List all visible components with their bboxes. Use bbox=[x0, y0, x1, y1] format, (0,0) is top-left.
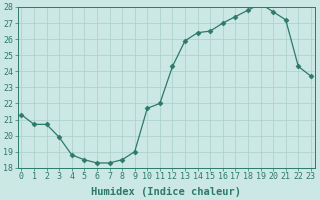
X-axis label: Humidex (Indice chaleur): Humidex (Indice chaleur) bbox=[91, 186, 241, 197]
